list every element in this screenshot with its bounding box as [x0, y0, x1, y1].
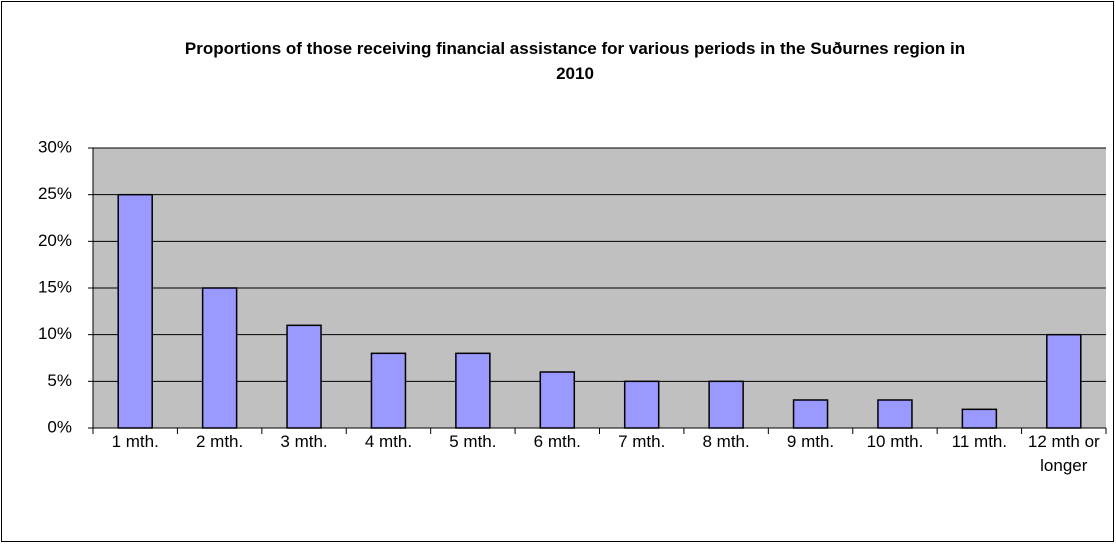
x-tick-label: 12 mth or longer — [1027, 432, 1100, 475]
y-tick-label: 20% — [38, 231, 72, 250]
x-tick-label: 4 mth. — [364, 432, 413, 451]
x-tick-label: 9 mth. — [786, 432, 835, 451]
bar — [623, 380, 660, 429]
x-tick-label: 1 mth. — [111, 432, 159, 451]
x-tick-label: 11 mth. — [951, 432, 1008, 451]
bar — [455, 352, 491, 429]
x-tick-label: 8 mth. — [702, 432, 750, 451]
y-tick-label: 5% — [47, 371, 72, 390]
y-tick-label: 25% — [38, 184, 72, 203]
bar — [539, 371, 576, 429]
x-tick-label: 7 mth. — [618, 432, 666, 451]
bar — [286, 324, 322, 429]
bar — [370, 352, 407, 429]
bar — [877, 399, 913, 429]
x-tick-label: 3 mth. — [280, 432, 328, 451]
y-tick-label: 30% — [38, 137, 72, 156]
bar — [792, 399, 829, 429]
x-tick-label: 5 mth. — [449, 432, 497, 451]
y-tick-label: 10% — [38, 324, 72, 343]
chart-title: Proportions of those receiving financial… — [184, 39, 966, 83]
bar — [1046, 333, 1082, 429]
x-tick-label: 6 mth. — [533, 432, 581, 451]
bar — [117, 193, 153, 429]
bar — [708, 380, 744, 429]
bar — [961, 408, 998, 429]
y-tick-label: 15% — [38, 277, 72, 296]
bar — [201, 287, 238, 429]
y-tick-label: 0% — [47, 417, 72, 436]
x-tick-label: 2 mth. — [196, 432, 244, 451]
x-tick-label: 10 mth. — [866, 432, 924, 451]
